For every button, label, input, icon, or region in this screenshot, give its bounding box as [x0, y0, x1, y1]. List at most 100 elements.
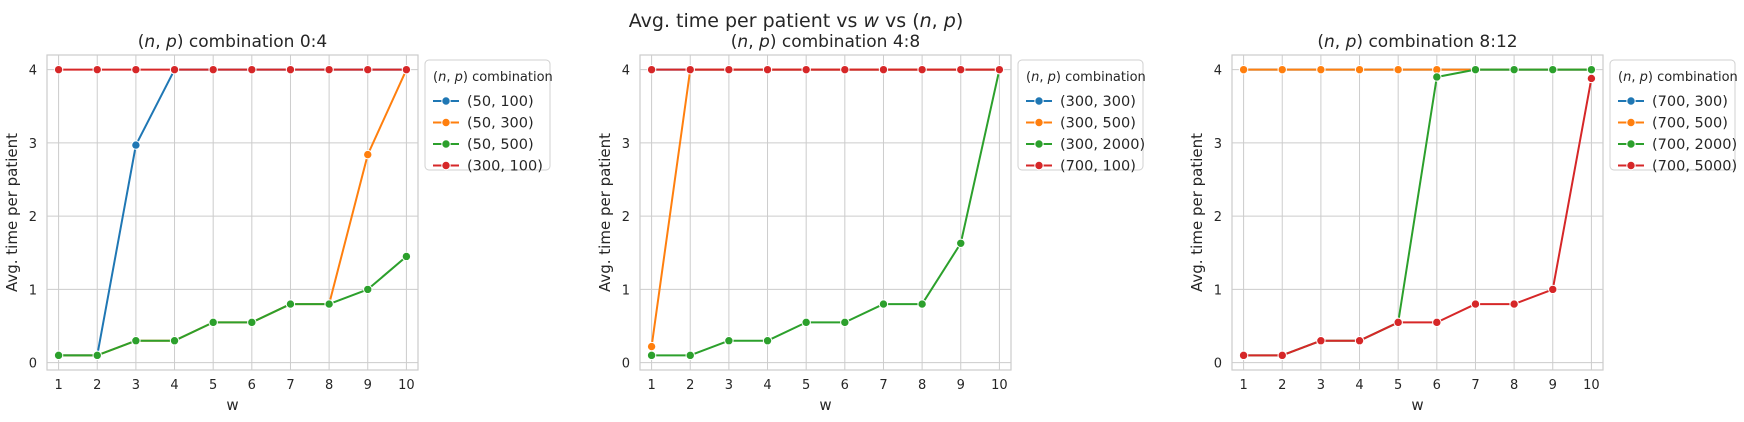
y-tick-label: 0 [622, 357, 630, 372]
legend-marker [1034, 139, 1044, 149]
chart-title: (n, p) combination 8:12 [1317, 32, 1517, 52]
x-tick-label: 7 [879, 378, 887, 393]
chart-panel-3: 1 2 3 4 5 6 7 8 9 10 0 1 2 3 4 w Avg. time per patient (n… [1188, 32, 1738, 414]
legend-entry-label: (50, 100) [467, 94, 534, 110]
data-point [1354, 64, 1365, 75]
x-tick-label: 4 [763, 378, 771, 393]
data-point [878, 64, 889, 75]
data-point [1393, 64, 1403, 75]
legend-entry-label: (300, 300) [1060, 94, 1136, 110]
data-point [878, 299, 889, 309]
x-tick-label: 10 [991, 378, 1008, 393]
x-tick-label: 3 [1317, 378, 1325, 393]
data-point [363, 64, 373, 75]
data-point [1277, 64, 1287, 75]
legend-marker [1034, 160, 1044, 171]
y-tick-label: 3 [29, 137, 37, 152]
legend-marker [1626, 96, 1636, 106]
legend-entry-label: (700, 5000) [1652, 159, 1737, 175]
data-point [917, 64, 927, 75]
data-point [956, 238, 966, 248]
figure-suptitle: Avg. time per patient vs w vs (n, p) [629, 10, 963, 32]
data-point [363, 284, 373, 295]
data-point [53, 350, 64, 361]
x-tick-label: 1 [647, 378, 655, 393]
x-tick-label: 9 [364, 378, 372, 393]
data-point [840, 64, 850, 75]
data-point [685, 350, 695, 361]
x-tick-label: 1 [54, 378, 62, 393]
y-tick-label: 0 [1214, 357, 1222, 372]
plot-area [640, 55, 1011, 370]
x-tick-label: 8 [918, 378, 926, 393]
x-tick-label: 2 [686, 378, 694, 393]
data-point [285, 299, 296, 309]
data-point [646, 350, 657, 361]
legend: (n, p) combination (50, 100) (50, 300) (50,… [424, 59, 553, 175]
legend-entry-label: (50, 500) [467, 137, 534, 153]
legend-marker [1626, 139, 1636, 149]
data-point [801, 317, 811, 328]
plot-frame [639, 54, 1012, 371]
x-tick-label: 3 [132, 378, 140, 393]
data-point [208, 317, 218, 328]
x-tick-label: 10 [1583, 378, 1600, 393]
data-point [1432, 317, 1442, 328]
series-line-4 [1243, 78, 1593, 357]
y-axis-label: Avg. time per patient [1188, 133, 1206, 292]
legend-entry-label: (300, 500) [1060, 116, 1136, 132]
data-point [53, 64, 64, 75]
x-tick-label: 1 [1239, 378, 1247, 393]
y-tick-label: 3 [1214, 137, 1222, 152]
data-point [724, 64, 734, 75]
data-point [1238, 64, 1249, 75]
x-tick-label: 5 [802, 378, 810, 393]
data-point [285, 64, 296, 75]
data-point [92, 64, 102, 75]
data-point [840, 317, 850, 328]
y-tick-label: 0 [29, 357, 37, 372]
legend-marker [1034, 96, 1044, 106]
y-tick-label: 1 [622, 283, 630, 298]
x-tick-label: 5 [209, 378, 217, 393]
plot-frame [46, 54, 419, 371]
legend-title: (n, p) combination [433, 70, 553, 85]
x-tick-label: 5 [1394, 378, 1402, 393]
data-point [762, 335, 773, 346]
x-tick-label: 4 [1355, 378, 1363, 393]
chart-title: (n, p) combination 4:8 [731, 32, 920, 52]
data-point [1277, 350, 1287, 361]
x-tick-label: 6 [841, 378, 849, 393]
y-axis-label: Avg. time per patient [596, 133, 614, 292]
legend: (n, p) combination (700, 300) (700, 500) (7… [1609, 59, 1738, 175]
series-line-3 [58, 255, 408, 357]
legend-entry-label: (700, 300) [1652, 94, 1728, 110]
y-tick-label: 4 [29, 64, 37, 79]
y-axis-label: Avg. time per patient [3, 133, 21, 292]
data-point [324, 64, 334, 75]
data-point [247, 64, 257, 75]
y-tick-label: 2 [1214, 210, 1222, 225]
data-point [363, 149, 373, 160]
chart-title: (n, p) combination 0:4 [138, 32, 327, 52]
data-point [1548, 64, 1558, 75]
data-point [1470, 299, 1481, 309]
y-tick-label: 1 [29, 283, 37, 298]
data-point [208, 64, 218, 75]
data-point [169, 64, 180, 75]
legend-marker [441, 160, 451, 171]
data-point [401, 64, 412, 75]
data-point [247, 317, 257, 328]
y-tick-label: 4 [1214, 64, 1222, 79]
x-axis-label: w [226, 396, 238, 414]
legend-box [1609, 59, 1736, 171]
x-tick-label: 2 [93, 378, 101, 393]
x-tick-label: 7 [286, 378, 294, 393]
legend: (n, p) combination (300, 300) (300, 500) (3… [1017, 59, 1146, 175]
chart-panel-1: 1 2 3 4 5 6 7 8 9 10 0 1 2 3 4 w Avg. time per patient (n… [3, 32, 553, 414]
legend-title: (n, p) combination [1618, 70, 1738, 85]
data-point [646, 64, 657, 75]
data-point [956, 64, 966, 75]
legend-entry-label: (700, 2000) [1652, 137, 1737, 153]
